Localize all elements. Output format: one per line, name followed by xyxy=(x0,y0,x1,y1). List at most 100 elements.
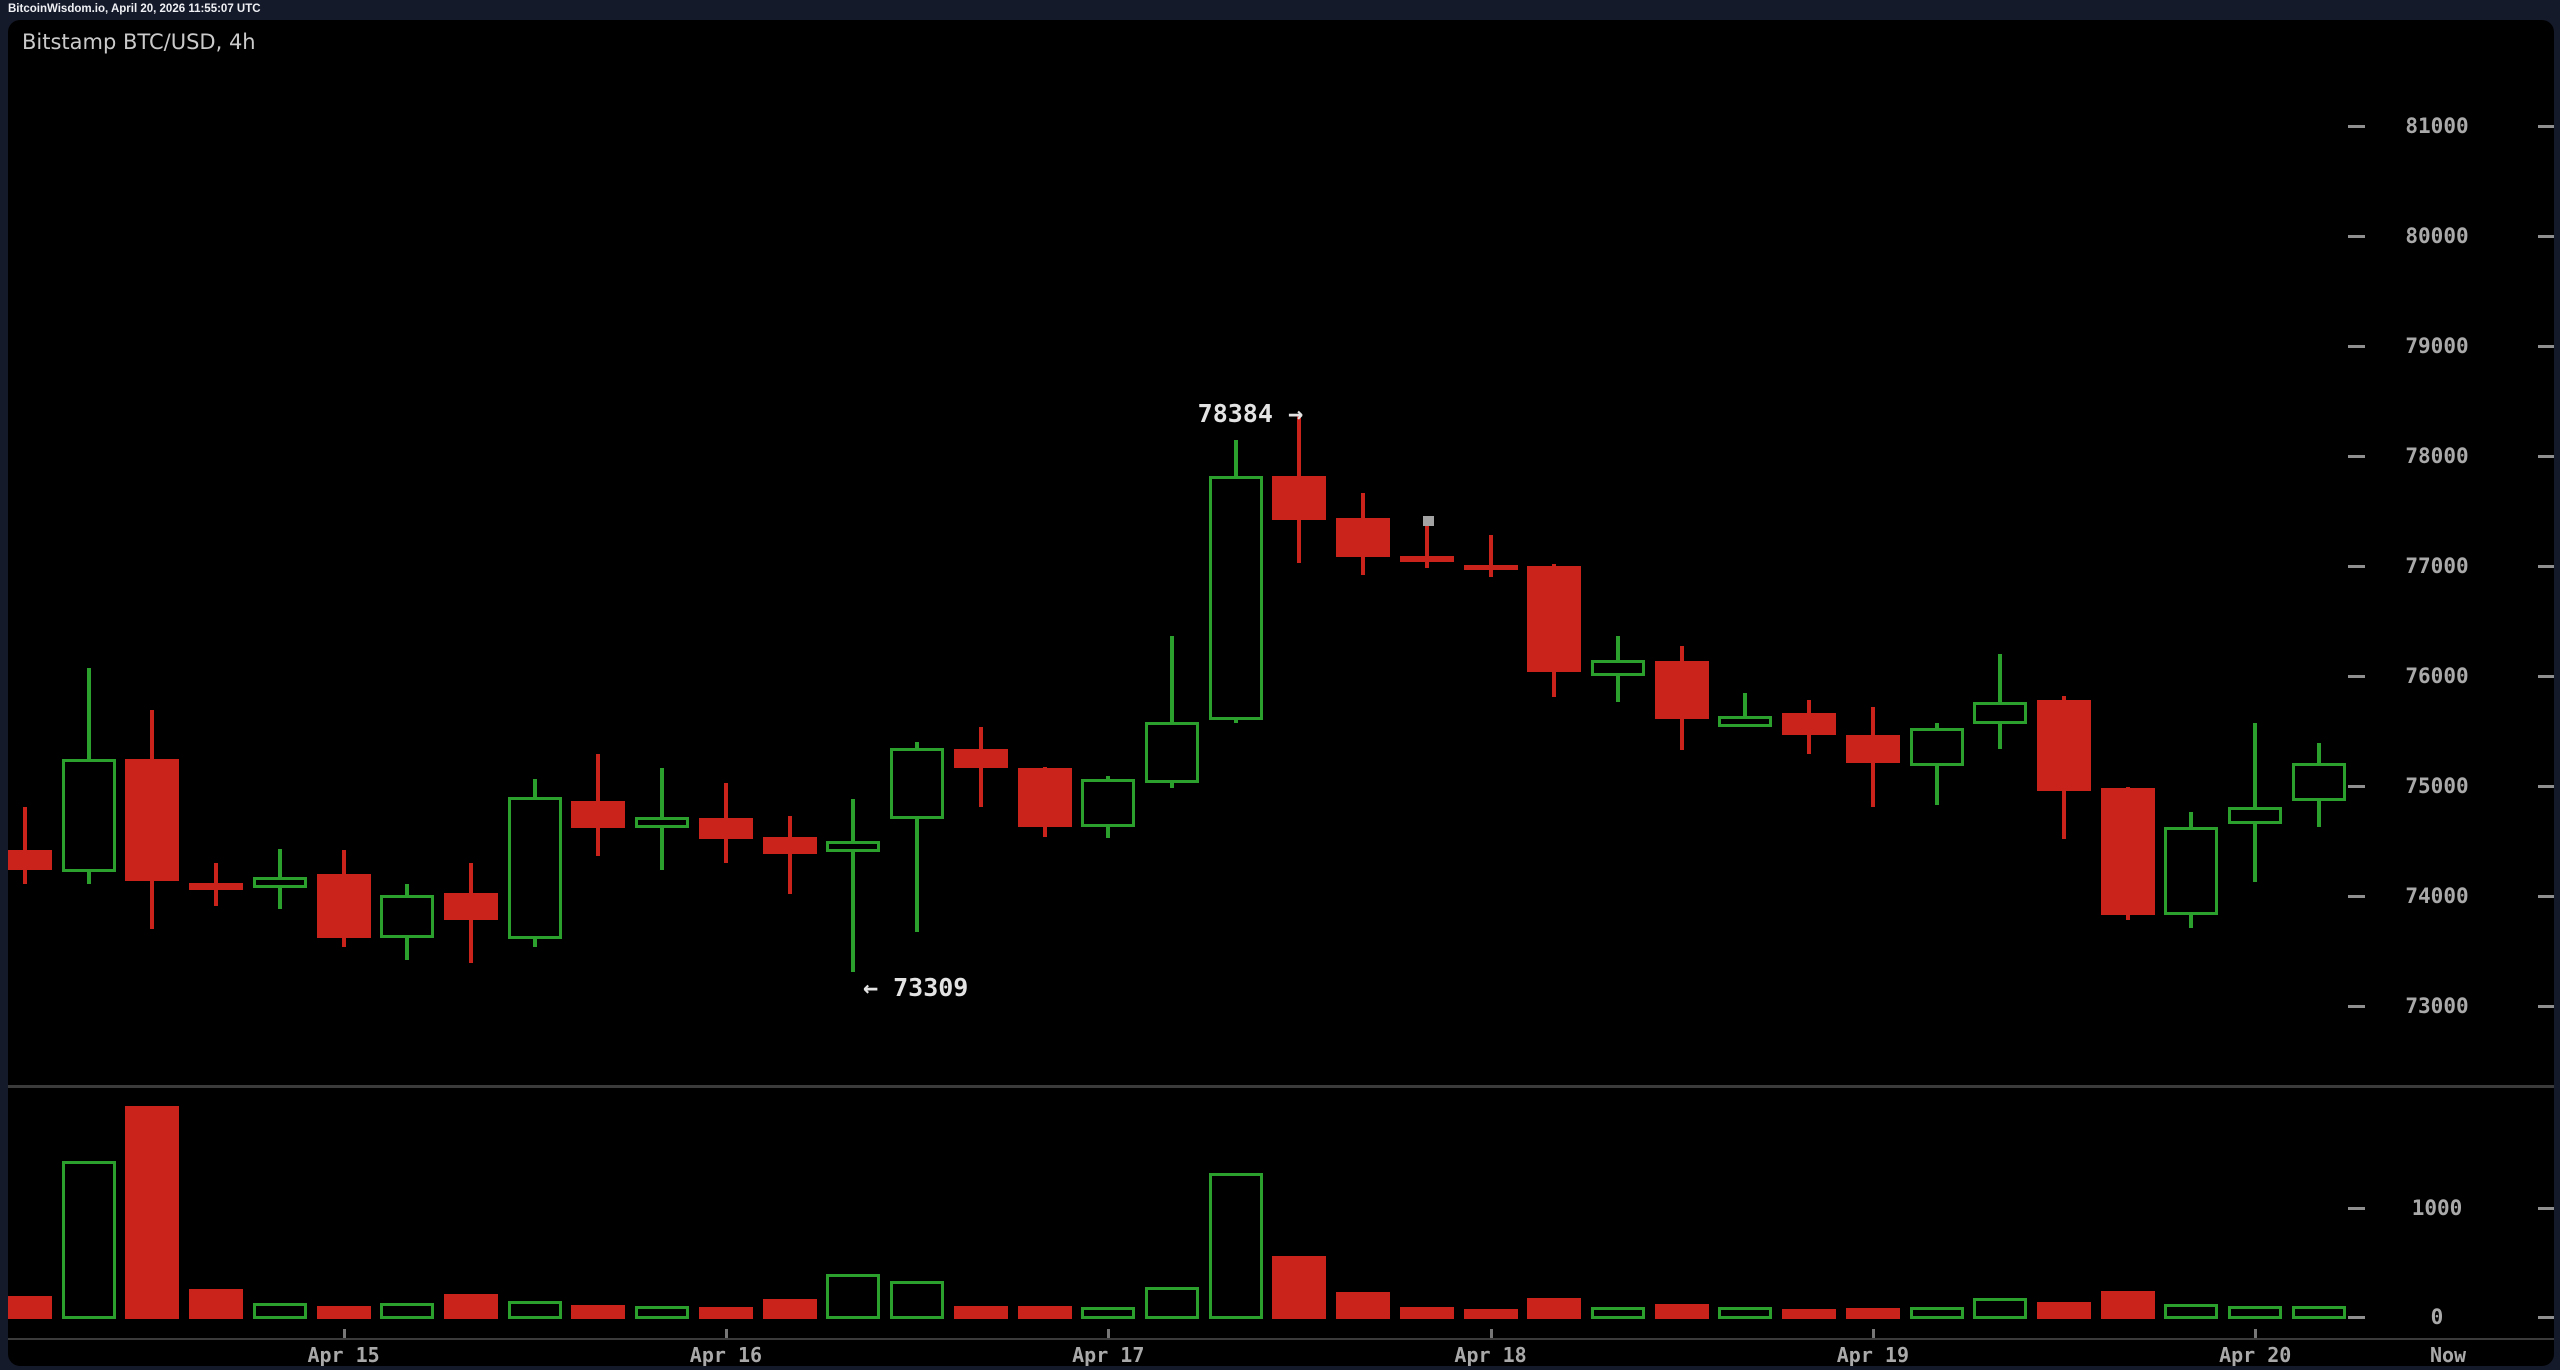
price-pane[interactable] xyxy=(8,20,2554,1366)
date-tick-mark xyxy=(724,1329,728,1340)
candle-body[interactable] xyxy=(890,748,945,819)
volume-bar[interactable] xyxy=(2291,1306,2346,1319)
candle-wick[interactable] xyxy=(851,799,856,972)
candle-body[interactable] xyxy=(189,882,244,891)
candle-wick[interactable] xyxy=(787,815,792,894)
price-tick-right xyxy=(2538,895,2554,898)
volume-bar[interactable] xyxy=(2164,1303,2219,1319)
candle-body[interactable] xyxy=(2228,806,2283,825)
candle-body[interactable] xyxy=(1017,768,1072,827)
candle-body[interactable] xyxy=(2100,788,2155,915)
candle-body[interactable] xyxy=(1144,722,1199,783)
volume-bar[interactable] xyxy=(1399,1307,1454,1319)
candle-body[interactable] xyxy=(1909,727,1964,767)
volume-bar[interactable] xyxy=(953,1306,1008,1319)
candle-body[interactable] xyxy=(444,892,499,921)
candle-body[interactable] xyxy=(2037,700,2092,792)
volume-bar[interactable] xyxy=(507,1300,562,1319)
candle-body[interactable] xyxy=(1081,779,1136,827)
candle-body[interactable] xyxy=(2291,762,2346,802)
candle-body[interactable] xyxy=(380,894,435,938)
volume-bar[interactable] xyxy=(8,1296,52,1319)
volume-bar[interactable] xyxy=(380,1302,435,1319)
candle-body[interactable] xyxy=(1527,566,1582,672)
volume-bar[interactable] xyxy=(1463,1308,1518,1319)
candle-body[interactable] xyxy=(1782,713,1837,736)
volume-bar[interactable] xyxy=(1208,1173,1263,1319)
candle-body[interactable] xyxy=(125,758,180,881)
candle-wick[interactable] xyxy=(1488,535,1493,577)
volume-bar[interactable] xyxy=(1081,1307,1136,1319)
volume-bar[interactable] xyxy=(2037,1301,2092,1319)
volume-bar[interactable] xyxy=(2100,1290,2155,1319)
candle-body[interactable] xyxy=(1208,475,1263,720)
volume-bar[interactable] xyxy=(1017,1306,1072,1319)
price-axis-label: 78000 xyxy=(2405,444,2469,468)
volume-bar[interactable] xyxy=(762,1299,817,1319)
candle-body[interactable] xyxy=(2164,826,2219,915)
volume-tick-right xyxy=(2538,1207,2554,1210)
candle-body[interactable] xyxy=(316,874,371,938)
candle-body[interactable] xyxy=(1845,735,1900,763)
price-tick-left xyxy=(2348,785,2365,788)
candle-wick[interactable] xyxy=(1743,692,1748,726)
volume-bar[interactable] xyxy=(1654,1303,1709,1319)
candle-body[interactable] xyxy=(762,836,817,855)
candle-body[interactable] xyxy=(1336,517,1391,558)
chart-container[interactable]: Bitstamp BTC/USD, 4h 81000 80000 79000 7800… xyxy=(8,20,2554,1366)
volume-bar[interactable] xyxy=(1144,1287,1199,1319)
volume-bar[interactable] xyxy=(1845,1307,1900,1319)
volume-bar[interactable] xyxy=(1527,1297,1582,1319)
candle-body[interactable] xyxy=(252,877,307,889)
candle-wick[interactable] xyxy=(1998,654,2003,749)
candle-wick[interactable] xyxy=(1424,519,1429,569)
volume-bar[interactable] xyxy=(1336,1291,1391,1319)
volume-bar[interactable] xyxy=(890,1281,945,1319)
volume-bar[interactable] xyxy=(1909,1307,1964,1319)
candle-wick[interactable] xyxy=(2253,723,2258,882)
volume-bar[interactable] xyxy=(1591,1307,1645,1319)
price-tick-right xyxy=(2538,1005,2554,1008)
volume-bar[interactable] xyxy=(61,1161,116,1319)
candle-body[interactable] xyxy=(8,849,52,870)
candle-wick[interactable] xyxy=(1169,636,1174,789)
volume-bar[interactable] xyxy=(1973,1297,2028,1319)
price-tick-left xyxy=(2348,1005,2365,1008)
candle-body[interactable] xyxy=(1718,715,1773,727)
volume-bar[interactable] xyxy=(1272,1255,1327,1319)
candle-body[interactable] xyxy=(698,817,753,839)
volume-bar[interactable] xyxy=(189,1288,244,1319)
volume-bar[interactable] xyxy=(698,1306,753,1319)
candle-wick[interactable] xyxy=(23,806,27,884)
price-axis-label: 79000 xyxy=(2405,334,2469,358)
candle-body[interactable] xyxy=(826,841,881,852)
candle-body[interactable] xyxy=(1463,564,1518,570)
price-tick-left xyxy=(2348,235,2365,238)
volume-bar[interactable] xyxy=(571,1305,626,1319)
volume-bar[interactable] xyxy=(2228,1306,2283,1319)
volume-pane[interactable] xyxy=(8,20,2554,1366)
volume-bar[interactable] xyxy=(125,1105,180,1319)
volume-bar[interactable] xyxy=(1782,1308,1837,1319)
candle-body[interactable] xyxy=(1591,659,1645,676)
candle-body[interactable] xyxy=(1973,702,2028,725)
volume-bar[interactable] xyxy=(826,1273,881,1319)
price-tick-left xyxy=(2348,895,2365,898)
candle-body[interactable] xyxy=(61,758,116,872)
candle-body[interactable] xyxy=(571,801,626,828)
candle-body[interactable] xyxy=(953,748,1008,769)
candle-body[interactable] xyxy=(1399,556,1454,562)
volume-bar[interactable] xyxy=(316,1306,371,1319)
volume-bar[interactable] xyxy=(635,1306,690,1319)
high-price-annotation: 78384 → xyxy=(1197,399,1303,428)
candle-body[interactable] xyxy=(1654,660,1709,719)
low-price-annotation: ← 73309 xyxy=(863,973,969,1002)
volume-bar[interactable] xyxy=(252,1302,307,1319)
now-label: Now xyxy=(2429,1343,2467,1366)
candle-body[interactable] xyxy=(507,797,562,939)
candle-wick[interactable] xyxy=(915,742,920,933)
candle-body[interactable] xyxy=(635,816,690,828)
volume-bar[interactable] xyxy=(1718,1307,1773,1319)
candle-body[interactable] xyxy=(1272,475,1327,520)
volume-bar[interactable] xyxy=(444,1294,499,1319)
